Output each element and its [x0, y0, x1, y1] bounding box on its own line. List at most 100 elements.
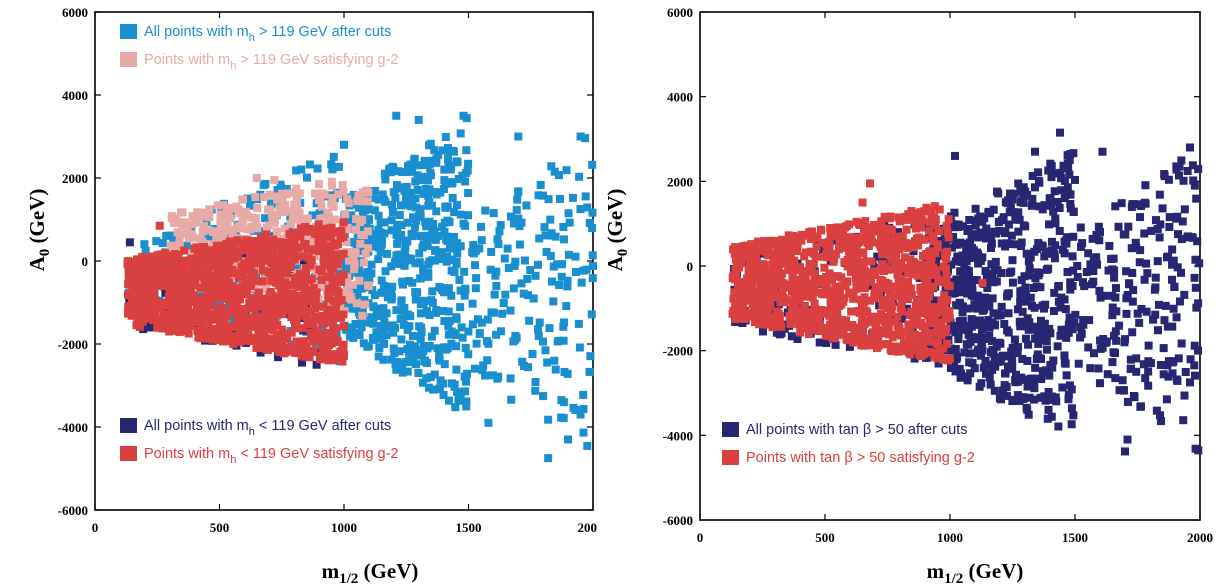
scatter-point: [1056, 168, 1065, 177]
scatter-point: [1040, 252, 1049, 261]
scatter-point: [320, 190, 329, 199]
scatter-point: [836, 283, 845, 292]
scatter-point: [158, 266, 167, 275]
scatter-point: [981, 293, 990, 302]
scatter-point: [1031, 147, 1039, 156]
scatter-point: [374, 243, 383, 252]
scatter-point: [339, 218, 348, 227]
scatter-point: [1033, 374, 1042, 383]
scatter-point: [1040, 319, 1049, 328]
legend-swatch: [722, 422, 739, 437]
scatter-point: [322, 261, 331, 270]
scatter-point: [947, 243, 956, 252]
scatter-point: [988, 294, 997, 303]
scatter-point: [873, 252, 882, 261]
scatter-point: [209, 326, 218, 335]
scatter-point: [323, 328, 332, 337]
scatter-point: [184, 234, 193, 243]
scatter-point: [223, 218, 232, 227]
scatter-point: [288, 235, 297, 244]
scatter-point: [898, 232, 907, 241]
scatter-point: [991, 257, 1000, 266]
scatter-point: [424, 383, 433, 392]
scatter-point: [201, 258, 210, 267]
scatter-point: [514, 188, 523, 197]
scatter-point: [206, 255, 215, 264]
scatter-point: [536, 181, 545, 190]
scatter-point: [329, 330, 338, 339]
scatter-point: [1018, 354, 1027, 363]
scatter-point: [1067, 404, 1076, 413]
scatter-point: [1014, 227, 1023, 236]
scatter-point: [1110, 273, 1119, 282]
scatter-point: [1057, 186, 1066, 195]
scatter-point: [815, 338, 824, 347]
scatter-point: [814, 326, 823, 335]
scatter-point: [1013, 305, 1022, 314]
scatter-point: [911, 224, 920, 233]
scatter-point: [425, 342, 434, 351]
scatter-point: [434, 150, 443, 159]
scatter-point: [922, 305, 931, 314]
scatter-point: [432, 154, 441, 163]
y-tick-label: -6000: [58, 503, 88, 518]
scatter-point: [372, 309, 381, 318]
scatter-point: [896, 331, 905, 340]
scatter-point: [766, 301, 775, 310]
scatter-point: [1021, 334, 1030, 343]
scatter-point: [1151, 273, 1160, 282]
scatter-point: [1172, 313, 1181, 322]
scatter-point: [415, 212, 424, 221]
scatter-point: [1121, 335, 1130, 344]
scatter-point: [1132, 354, 1141, 363]
scatter-point: [1111, 202, 1120, 211]
scatter-point: [191, 279, 200, 288]
scatter-point: [1035, 202, 1044, 211]
scatter-point: [507, 395, 516, 404]
scatter-point: [332, 300, 341, 309]
scatter-point: [1025, 318, 1034, 327]
scatter-point: [324, 284, 333, 293]
scatter-point: [311, 304, 320, 313]
scatter-point: [833, 272, 842, 281]
scatter-point: [444, 255, 453, 264]
scatter-point: [877, 250, 886, 259]
scatter-point: [862, 257, 871, 266]
scatter-point: [288, 215, 297, 224]
scatter-point: [387, 216, 396, 225]
scatter-point: [1035, 332, 1044, 341]
scatter-point: [169, 236, 178, 245]
scatter-point: [171, 214, 180, 223]
scatter-point: [128, 286, 137, 295]
scatter-point: [188, 212, 197, 221]
scatter-point: [153, 251, 162, 260]
scatter-point: [305, 160, 314, 169]
scatter-point: [745, 272, 754, 281]
scatter-point: [910, 318, 919, 327]
x-tick-label: 1500: [1062, 530, 1088, 545]
scatter-point: [812, 242, 821, 251]
scatter-point: [137, 280, 146, 289]
scatter-point: [1158, 204, 1167, 213]
scatter-point: [307, 256, 316, 265]
scatter-point: [155, 221, 164, 230]
scatter-point: [730, 288, 739, 297]
scatter-point: [1168, 358, 1177, 367]
scatter-point: [1136, 213, 1145, 222]
scatter-point: [332, 338, 341, 347]
scatter-point: [181, 223, 190, 232]
scatter-point: [954, 220, 963, 229]
scatter-point: [831, 340, 840, 349]
scatter-point: [1177, 268, 1186, 277]
scatter-point: [218, 244, 227, 253]
scatter-point: [901, 328, 910, 337]
scatter-point: [229, 339, 238, 348]
scatter-point: [281, 329, 290, 338]
scatter-point: [860, 293, 869, 302]
scatter-point: [1021, 187, 1030, 196]
scatter-point: [1188, 233, 1197, 242]
scatter-point: [1192, 303, 1201, 312]
scatter-point: [924, 337, 933, 346]
scatter-point: [400, 248, 409, 257]
scatter-point: [1007, 355, 1016, 364]
